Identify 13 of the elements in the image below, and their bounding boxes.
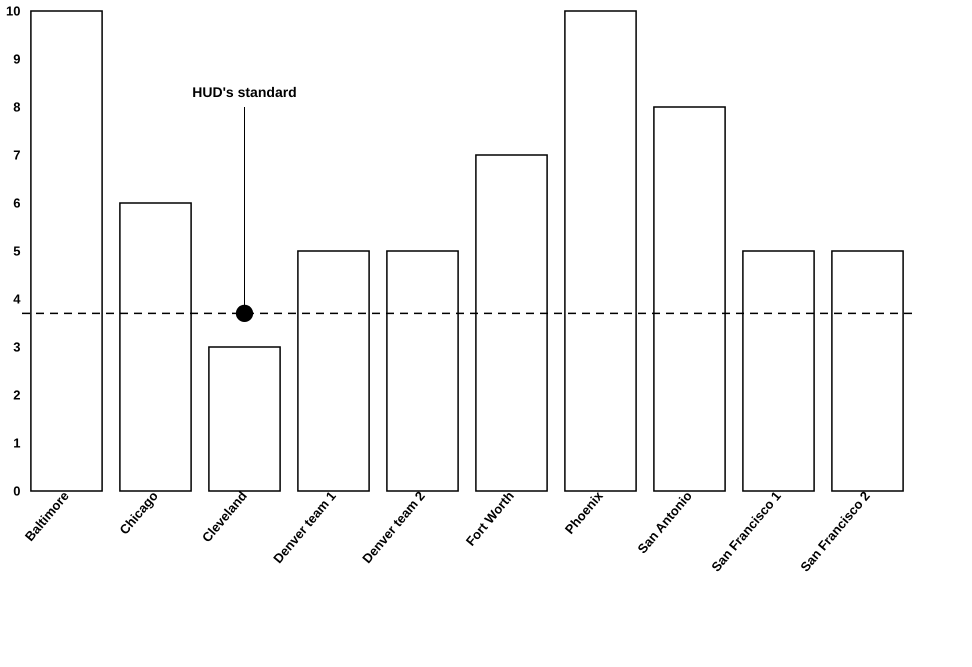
y-tick-label: 3 (13, 340, 20, 354)
y-tick-label: 5 (13, 244, 20, 258)
bar (208, 346, 281, 492)
y-tick-label: 7 (13, 148, 20, 162)
y-tick-label: 1 (13, 436, 20, 450)
y-tick-label: 9 (13, 52, 20, 66)
y-tick-label: 10 (6, 4, 20, 18)
y-tick-label: 4 (13, 292, 22, 306)
y-tick-label: 2 (13, 388, 20, 402)
y-tick-label: 6 (13, 196, 20, 210)
y-tick-label: 0 (13, 484, 20, 498)
y-tick-label: 8 (13, 100, 20, 114)
annotation: HUD's standard (192, 84, 297, 100)
